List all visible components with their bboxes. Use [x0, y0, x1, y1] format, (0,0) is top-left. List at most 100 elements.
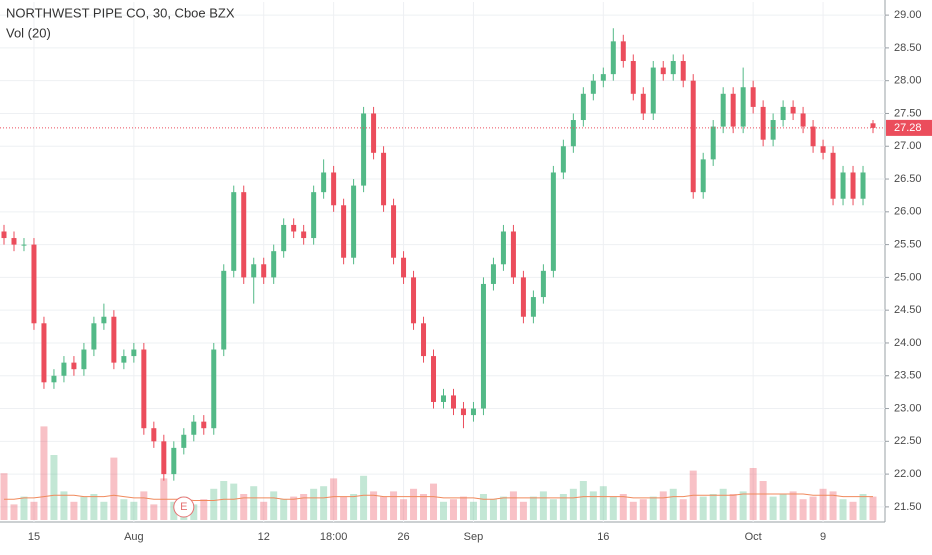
candle-body: [540, 270, 546, 298]
candle-body: [630, 61, 636, 94]
volume-bar: [539, 491, 547, 520]
volume-bar: [499, 496, 507, 520]
volume-bar: [609, 496, 617, 520]
volume-bar: [799, 499, 807, 520]
volume-bar: [0, 473, 8, 520]
candle-body: [770, 120, 776, 140]
volume-bar: [30, 501, 38, 520]
candle-body: [391, 205, 397, 258]
candle-body: [720, 93, 726, 127]
volume-bar: [380, 496, 388, 520]
candle-body: [181, 434, 187, 448]
volume-bar: [829, 491, 837, 520]
grid: [0, 2, 885, 522]
candle-body: [251, 264, 257, 278]
volume-bar: [649, 496, 657, 520]
candle-body: [271, 251, 277, 278]
candle-body: [411, 277, 417, 324]
candle-body: [21, 244, 27, 246]
candle-body: [11, 238, 17, 245]
volume-bar: [569, 488, 577, 520]
candle-body: [191, 421, 197, 435]
candle-body: [381, 152, 387, 206]
x-tick-label: Sep: [464, 531, 484, 543]
marks: [0, 28, 877, 520]
volume-bar: [859, 494, 867, 520]
candle-body: [660, 67, 666, 75]
volume-bar: [639, 499, 647, 520]
volume-bar: [200, 499, 208, 520]
candle-body: [241, 192, 247, 278]
candle-body: [151, 428, 157, 442]
volume-bar: [50, 455, 58, 520]
candle-body: [61, 362, 67, 376]
volume-bar: [869, 496, 877, 520]
earnings-marker-label: E: [180, 501, 187, 513]
candle-body: [101, 316, 107, 324]
candle-body: [51, 375, 57, 383]
volume-bar: [489, 499, 497, 520]
volume-bar: [20, 496, 28, 520]
y-tick-label: 26.00: [894, 206, 922, 218]
candle-body: [810, 126, 816, 147]
candle-body: [860, 172, 866, 199]
y-tick-label: 23.50: [894, 370, 922, 382]
x-tick-label: 15: [28, 531, 40, 543]
y-tick-label: 21.50: [894, 501, 922, 513]
candle-body: [141, 349, 147, 429]
candle-body: [520, 277, 526, 317]
volume-bar: [410, 488, 418, 520]
volume-bar: [529, 496, 537, 520]
candle-body: [291, 224, 297, 232]
x-tick-label: 18:00: [320, 531, 348, 543]
volume-bar: [190, 504, 198, 520]
volume-bar: [290, 496, 298, 520]
volume-bar: [310, 488, 318, 520]
candle-body: [760, 106, 766, 140]
last-price-box: [886, 119, 932, 136]
candle-body: [710, 126, 716, 160]
x-tick-label: 12: [258, 531, 270, 543]
volume-bar: [449, 499, 457, 520]
candle-body: [331, 172, 337, 206]
y-tick-label: 24.50: [894, 304, 922, 316]
volume-bar: [360, 475, 368, 520]
volume-bar: [669, 488, 677, 520]
volume-bar: [130, 501, 138, 520]
candle-body: [580, 93, 586, 121]
volume-bar: [599, 486, 607, 520]
volume-bar: [340, 496, 348, 520]
candle-body: [301, 231, 307, 239]
candle-body: [670, 61, 676, 75]
volume-bar: [150, 504, 158, 520]
candle-body: [371, 113, 377, 153]
volume-bar: [469, 501, 477, 520]
candle-body: [820, 146, 826, 153]
candle-body: [680, 61, 686, 81]
volume-bar: [260, 501, 268, 520]
volume-bar: [440, 501, 447, 520]
volume-bar: [479, 494, 487, 520]
candle-body: [610, 41, 616, 75]
candle-body: [421, 323, 427, 357]
volume-bar: [549, 499, 557, 520]
candle-body: [840, 172, 846, 199]
volume-bar: [559, 494, 567, 520]
volume-bar: [370, 491, 378, 520]
candle-body: [111, 316, 117, 363]
x-tick-label: 16: [597, 531, 609, 543]
volume-bar: [679, 499, 687, 520]
y-tick-label: 24.00: [894, 337, 922, 349]
volume-bar: [230, 483, 238, 520]
volume-label: Vol (20): [6, 25, 51, 40]
candle-body: [530, 297, 536, 317]
candle-body: [740, 87, 746, 127]
y-tick-label: 29.00: [894, 9, 922, 21]
candle-body: [590, 80, 596, 94]
candle-body: [171, 447, 177, 475]
volume-bar: [220, 481, 228, 520]
candle-body: [490, 264, 496, 284]
candle-body: [211, 349, 217, 429]
volume-bar: [729, 494, 737, 520]
